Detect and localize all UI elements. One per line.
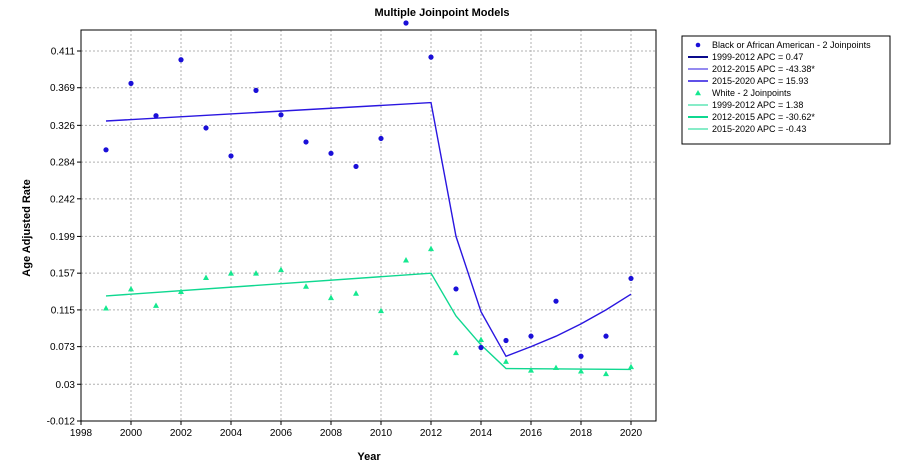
data-point <box>103 147 109 153</box>
x-tick-label: 2014 <box>470 428 493 439</box>
x-tick-label: 2000 <box>120 428 143 439</box>
data-point <box>253 270 259 276</box>
legend-frame <box>681 35 891 145</box>
data-point <box>403 20 409 26</box>
legend-marker-triangle <box>695 90 701 96</box>
x-tick-label: 2016 <box>520 428 543 439</box>
fitted-line <box>105 101 632 358</box>
data-point <box>528 367 534 373</box>
data-point <box>328 150 334 156</box>
data-point <box>178 288 184 294</box>
data-point <box>603 333 609 339</box>
data-point <box>353 163 359 170</box>
plot-area: 1998 2000 2002 2004 2006 2008 2010 2012 2014 2016… <box>47 20 657 439</box>
legend-label: Black or African American - 2 Joinpoints <box>712 40 871 50</box>
x-tick-label: 1998 <box>70 428 93 439</box>
data-point <box>103 305 109 311</box>
data-point <box>203 274 209 280</box>
data-point <box>428 54 434 60</box>
data-point <box>253 87 259 93</box>
data-point <box>203 125 209 131</box>
data-point <box>153 113 159 119</box>
data-point <box>553 364 559 371</box>
data-point <box>128 285 134 292</box>
data-point <box>478 344 484 351</box>
x-tick-label: 2004 <box>220 428 243 439</box>
legend-label: 1999-2012 APC = 1.38 <box>712 100 803 110</box>
x-axis-title: Year <box>357 451 381 463</box>
y-tick-label: 0.284 <box>50 158 75 169</box>
data-point <box>378 307 384 314</box>
data-point <box>453 286 459 292</box>
chart-title: Multiple Joinpoint Models <box>374 7 509 19</box>
data-point <box>528 333 534 339</box>
data-point <box>403 257 409 263</box>
data-point <box>578 353 584 359</box>
y-tick-label: -0.012 <box>47 417 76 428</box>
data-point <box>353 290 359 296</box>
x-tick-label: 2020 <box>620 428 643 439</box>
y-tick-label: 0.242 <box>50 194 75 205</box>
plot-frame <box>80 29 657 422</box>
data-point <box>228 270 234 276</box>
data-point <box>628 275 634 282</box>
legend-label: 2015-2020 APC = 15.93 <box>712 76 808 86</box>
data-point <box>303 283 309 289</box>
legend-label: 2012-2015 APC = -30.62* <box>712 112 815 122</box>
data-point <box>278 112 284 118</box>
data-point <box>503 358 509 364</box>
y-tick-label: 0.199 <box>50 232 75 243</box>
legend-label: 2012-2015 APC = -43.38* <box>712 64 815 74</box>
data-point <box>628 363 634 370</box>
y-tick-label: 0.115 <box>51 305 76 316</box>
x-tick-label: 2002 <box>170 428 193 439</box>
fitted-line <box>105 272 632 371</box>
legend: Black or African American - 2 Joinpoints… <box>681 35 891 145</box>
legend-label: 2015-2020 APC = -0.43 <box>712 124 806 134</box>
x-tick-label: 2008 <box>320 428 343 439</box>
y-tick-label: 0.157 <box>50 269 75 280</box>
plot-background <box>81 30 656 421</box>
data-point <box>553 298 559 304</box>
y-tick-label: 0.411 <box>51 46 76 57</box>
y-tick-label: 0.369 <box>50 83 75 94</box>
data-point <box>153 302 159 308</box>
y-tick-label: 0.073 <box>50 342 75 353</box>
data-point <box>603 370 609 377</box>
data-point <box>378 135 384 142</box>
data-point <box>478 336 484 343</box>
x-tick-label: 2010 <box>370 428 393 439</box>
data-point <box>178 57 184 63</box>
y-tick-label: 0.326 <box>50 121 75 132</box>
data-point <box>503 337 509 344</box>
data-point <box>578 368 584 374</box>
x-tick-label: 2012 <box>420 428 443 439</box>
legend-marker-circle <box>695 42 701 48</box>
data-point <box>428 245 434 252</box>
x-tick-label: 2018 <box>570 428 593 439</box>
y-axis-title: Age Adjusted Rate <box>21 179 33 276</box>
data-point <box>278 266 284 273</box>
legend-label: 1999-2012 APC = 0.47 <box>712 52 803 62</box>
legend-label: White - 2 Joinpoints <box>712 88 792 98</box>
data-point <box>328 294 334 301</box>
data-point <box>128 80 134 86</box>
y-tick-label: 0.03 <box>56 380 76 391</box>
x-tick-label: 2006 <box>270 428 293 439</box>
data-point <box>303 139 309 145</box>
data-point <box>453 349 459 356</box>
data-point <box>228 153 234 159</box>
